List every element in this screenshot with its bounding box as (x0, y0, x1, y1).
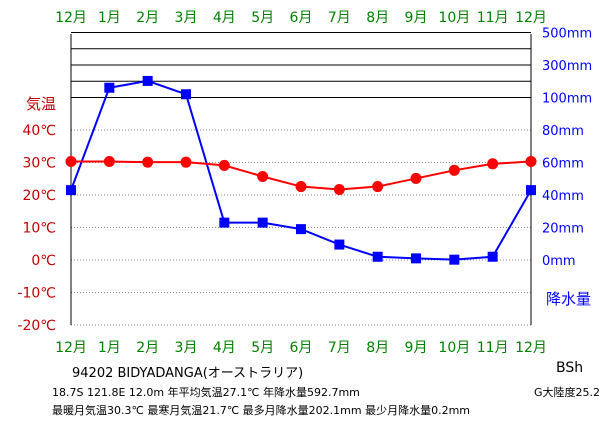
precip-point (257, 217, 268, 228)
precip-tick-label: 100mm (542, 92, 592, 107)
precip-tick-label: 20mm (542, 222, 584, 237)
precip-tick-label: 60mm (542, 157, 584, 172)
precip-point (296, 224, 306, 235)
month-label-bottom: 12月 (515, 340, 547, 356)
temp-point (218, 159, 230, 171)
month-label-bottom: 10月 (438, 340, 470, 356)
precip-tick-label: 0mm (542, 254, 576, 269)
temp-point (257, 170, 269, 182)
precip-point (142, 75, 153, 86)
month-label-top: 12月 (515, 10, 547, 26)
temp-tick-label: -20℃ (17, 318, 56, 334)
temp-point (372, 181, 384, 193)
month-label-top: 10月 (438, 10, 470, 26)
temp-tick-label: 30℃ (22, 156, 56, 172)
month-label-top: 4月 (213, 10, 236, 26)
temp-point (487, 158, 499, 170)
precip-point (219, 217, 230, 228)
month-label-top: 6月 (290, 10, 313, 26)
precip-tick-label: 40mm (542, 189, 584, 204)
month-label-bottom: 5月 (251, 340, 274, 356)
temp-point (180, 156, 192, 168)
temp-point (333, 183, 345, 195)
precip-point (66, 185, 76, 196)
temp-axis-label: 気温 (26, 95, 56, 113)
continentality-index: G大陸度25.2 (534, 386, 601, 399)
month-label-top: 11月 (477, 10, 509, 26)
temp-tick-label: 20℃ (22, 188, 56, 204)
precip-tick-label: 500mm (542, 27, 592, 42)
temp-point (295, 181, 307, 193)
month-label-bottom: 2月 (136, 340, 159, 356)
precip-point (181, 89, 191, 100)
month-label-top: 2月 (136, 10, 159, 26)
month-label-bottom: 8月 (366, 340, 389, 356)
station-extremes: 最暖月気温30.3℃ 最寒月気温21.7℃ 最多月降水量202.1mm 最少月降… (52, 404, 471, 417)
precip-point (334, 239, 345, 250)
month-label-bottom: 12月 (55, 340, 87, 356)
climate-code: BSh (556, 360, 584, 376)
station-summary: 18.7S 121.8E 12.0m 年平均気温27.1℃ 年降水量592.7m… (52, 386, 360, 399)
month-label-top: 9月 (405, 10, 428, 26)
month-label-top: 5月 (251, 10, 274, 26)
precip-point (526, 185, 536, 196)
month-label-bottom: 1月 (98, 340, 121, 356)
month-label-top: 3月 (175, 10, 198, 26)
station-name: 94202 BIDYADANGA(オーストラリア) (72, 366, 304, 381)
month-label-bottom: 11月 (477, 340, 509, 356)
temp-tick-label: -10℃ (17, 286, 56, 302)
month-label-top: 8月 (366, 10, 389, 26)
month-label-bottom: 7月 (328, 340, 351, 356)
precip-point (372, 251, 383, 262)
precip-point (487, 251, 498, 262)
precip-point (449, 254, 460, 265)
precip-tick-label: 300mm (542, 59, 592, 74)
month-label-bottom: 3月 (175, 340, 198, 356)
temp-point (103, 156, 115, 168)
temp-point (448, 164, 460, 176)
month-label-bottom: 9月 (405, 340, 428, 356)
temp-point (142, 156, 154, 168)
temp-point (65, 156, 77, 168)
month-label-bottom: 6月 (290, 340, 313, 356)
temp-point (410, 172, 422, 184)
month-label-top: 12月 (55, 10, 87, 26)
temp-tick-label: 40℃ (22, 123, 56, 139)
temp-point (525, 156, 537, 168)
month-label-top: 7月 (328, 10, 351, 26)
precip-point (104, 82, 115, 93)
temp-tick-label: 0℃ (31, 253, 56, 269)
month-label-top: 1月 (98, 10, 121, 26)
temp-tick-label: 10℃ (22, 221, 56, 237)
month-label-bottom: 4月 (213, 340, 236, 356)
precip-tick-label: 80mm (542, 124, 584, 139)
precip-point (411, 253, 421, 264)
precip-axis-label: 降水量 (546, 290, 591, 308)
